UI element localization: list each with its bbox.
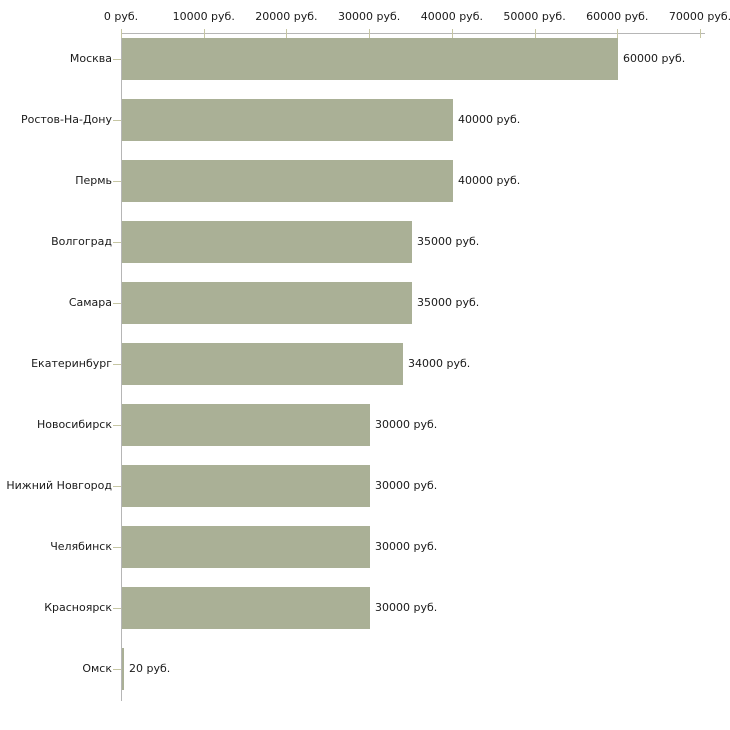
- category-label: Челябинск: [50, 540, 112, 553]
- category-tick: [113, 120, 121, 121]
- value-label: 40000 руб.: [458, 174, 521, 187]
- x-axis-tick: [700, 29, 701, 38]
- value-label: 30000 руб.: [375, 601, 438, 614]
- value-label: 35000 руб.: [417, 296, 480, 309]
- x-axis-tick-label: 30000 руб.: [338, 10, 401, 23]
- value-label: 60000 руб.: [623, 52, 686, 65]
- category-tick: [113, 181, 121, 182]
- value-label: 34000 руб.: [408, 357, 471, 370]
- category-label: Красноярск: [44, 601, 112, 614]
- category-label: Волгоград: [51, 235, 112, 248]
- value-label: 30000 руб.: [375, 418, 438, 431]
- x-axis-tick-label: 10000 руб.: [172, 10, 235, 23]
- category-tick: [113, 425, 121, 426]
- value-label: 20 руб.: [129, 662, 171, 675]
- bar: [122, 160, 453, 202]
- x-axis-tick: [369, 29, 371, 38]
- x-axis-tick-label: 60000 руб.: [586, 10, 649, 23]
- x-axis-tick-label: 50000 руб.: [503, 10, 566, 23]
- bar: [122, 99, 453, 141]
- category-label: Пермь: [75, 174, 112, 187]
- bar: [122, 465, 370, 507]
- x-axis-tick: [617, 29, 619, 38]
- category-label: Нижний Новгород: [6, 479, 112, 492]
- x-axis-tick-label: 40000 руб.: [420, 10, 483, 23]
- category-tick: [113, 303, 121, 304]
- category-tick: [113, 242, 121, 243]
- bar: [122, 648, 124, 690]
- category-tick: [113, 608, 121, 609]
- bar: [122, 343, 403, 385]
- category-label: Самара: [68, 296, 112, 309]
- bar: [122, 587, 370, 629]
- category-tick: [113, 669, 121, 670]
- category-label: Новосибирск: [36, 418, 112, 431]
- category-label: Москва: [69, 52, 112, 65]
- x-axis-tick-label: 20000 руб.: [255, 10, 318, 23]
- x-axis-tick-label: 0 руб.: [103, 10, 139, 23]
- category-label: Ростов-На-Дону: [20, 113, 112, 126]
- y-axis-line: [121, 33, 122, 701]
- bar: [122, 221, 412, 263]
- x-axis-tick: [121, 29, 122, 38]
- bar: [122, 526, 370, 568]
- x-axis-line: [121, 33, 705, 34]
- category-tick: [113, 547, 121, 548]
- bar: [122, 38, 618, 80]
- category-tick: [113, 364, 121, 365]
- bar: [122, 282, 412, 324]
- x-axis-tick-label: 70000 руб.: [668, 10, 730, 23]
- x-axis-tick: [451, 29, 453, 38]
- value-label: 40000 руб.: [458, 113, 521, 126]
- bar: [122, 404, 370, 446]
- x-axis-tick: [203, 29, 205, 38]
- category-label: Екатеринбург: [31, 357, 112, 370]
- value-label: 30000 руб.: [375, 479, 438, 492]
- value-label: 35000 руб.: [417, 235, 480, 248]
- x-axis-tick: [534, 29, 536, 38]
- x-axis-tick: [286, 29, 288, 38]
- value-label: 30000 руб.: [375, 540, 438, 553]
- category-tick: [113, 486, 121, 487]
- category-label: Омск: [82, 662, 112, 675]
- category-tick: [113, 59, 121, 60]
